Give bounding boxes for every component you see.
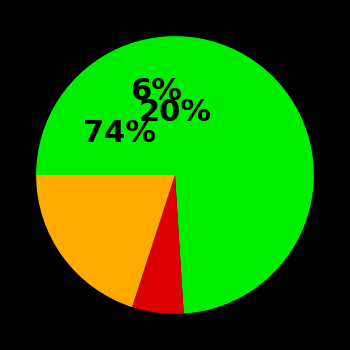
Text: 74%: 74% [83,119,156,148]
Wedge shape [36,36,314,314]
Text: 20%: 20% [139,98,211,127]
Text: 6%: 6% [130,77,182,106]
Wedge shape [132,175,184,314]
Wedge shape [36,175,175,307]
